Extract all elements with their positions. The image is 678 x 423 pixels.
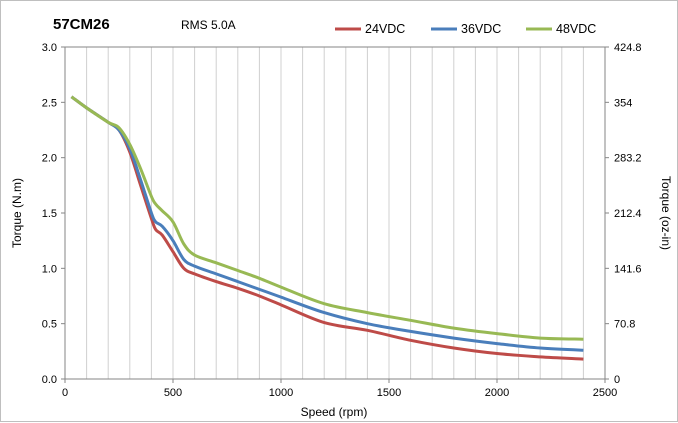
legend-label: 36VDC xyxy=(461,22,501,36)
y-right-tick-label: 424.8 xyxy=(614,42,642,54)
grid-lines xyxy=(86,47,584,379)
y-tick-label: 1.0 xyxy=(42,263,57,275)
x-axis-ticks: 0 500 1000 1500 2000 2500 xyxy=(62,379,617,399)
plot-area xyxy=(64,46,606,380)
y-tick-label: 3.0 xyxy=(42,42,57,54)
y-tick-label: 0.0 xyxy=(42,374,57,386)
y-axis-right-ticks: 0 70.8 141.6 212.4 283.2 354 424.8 xyxy=(605,42,642,386)
series-line-48vdc xyxy=(70,95,584,341)
y-tick-label: 2.5 xyxy=(42,97,57,109)
legend-label: 48VDC xyxy=(556,22,596,36)
x-tick-label: 500 xyxy=(164,387,182,399)
y-right-tick-label: 70.8 xyxy=(614,319,635,331)
series-line-24vdc xyxy=(70,95,584,361)
series-lines xyxy=(70,95,584,361)
chart-title: 57CM26 xyxy=(53,16,110,33)
y-axis-label-left: Torque (N.m) xyxy=(10,178,24,248)
y-tick-label: 0.5 xyxy=(42,319,57,331)
x-axis-label: Speed (rpm) xyxy=(301,405,368,419)
y-axis-left-ticks: 0.0 0.5 1.0 1.5 2.0 2.5 3.0 xyxy=(42,42,65,386)
y-tick-label: 1.5 xyxy=(42,208,57,220)
y-right-tick-label: 283.2 xyxy=(614,153,642,165)
x-tick-label: 2500 xyxy=(593,387,617,399)
y-right-tick-label: 212.4 xyxy=(614,208,642,220)
y-right-tick-label: 141.6 xyxy=(614,263,642,275)
legend-label: 24VDC xyxy=(365,22,405,36)
x-tick-label: 0 xyxy=(62,387,68,399)
series-line-36vdc xyxy=(70,95,584,352)
chart-subtitle: RMS 5.0A xyxy=(181,18,236,32)
y-right-tick-label: 354 xyxy=(614,97,632,109)
x-tick-label: 1500 xyxy=(377,387,401,399)
y-right-tick-label: 0 xyxy=(614,374,620,386)
x-tick-label: 1000 xyxy=(269,387,293,399)
y-tick-label: 2.0 xyxy=(42,153,57,165)
y-axis-label-right: Torque (oz-in) xyxy=(659,176,673,250)
legend: 24VDC 36VDC 48VDC xyxy=(335,22,596,36)
x-tick-label: 2000 xyxy=(485,387,509,399)
